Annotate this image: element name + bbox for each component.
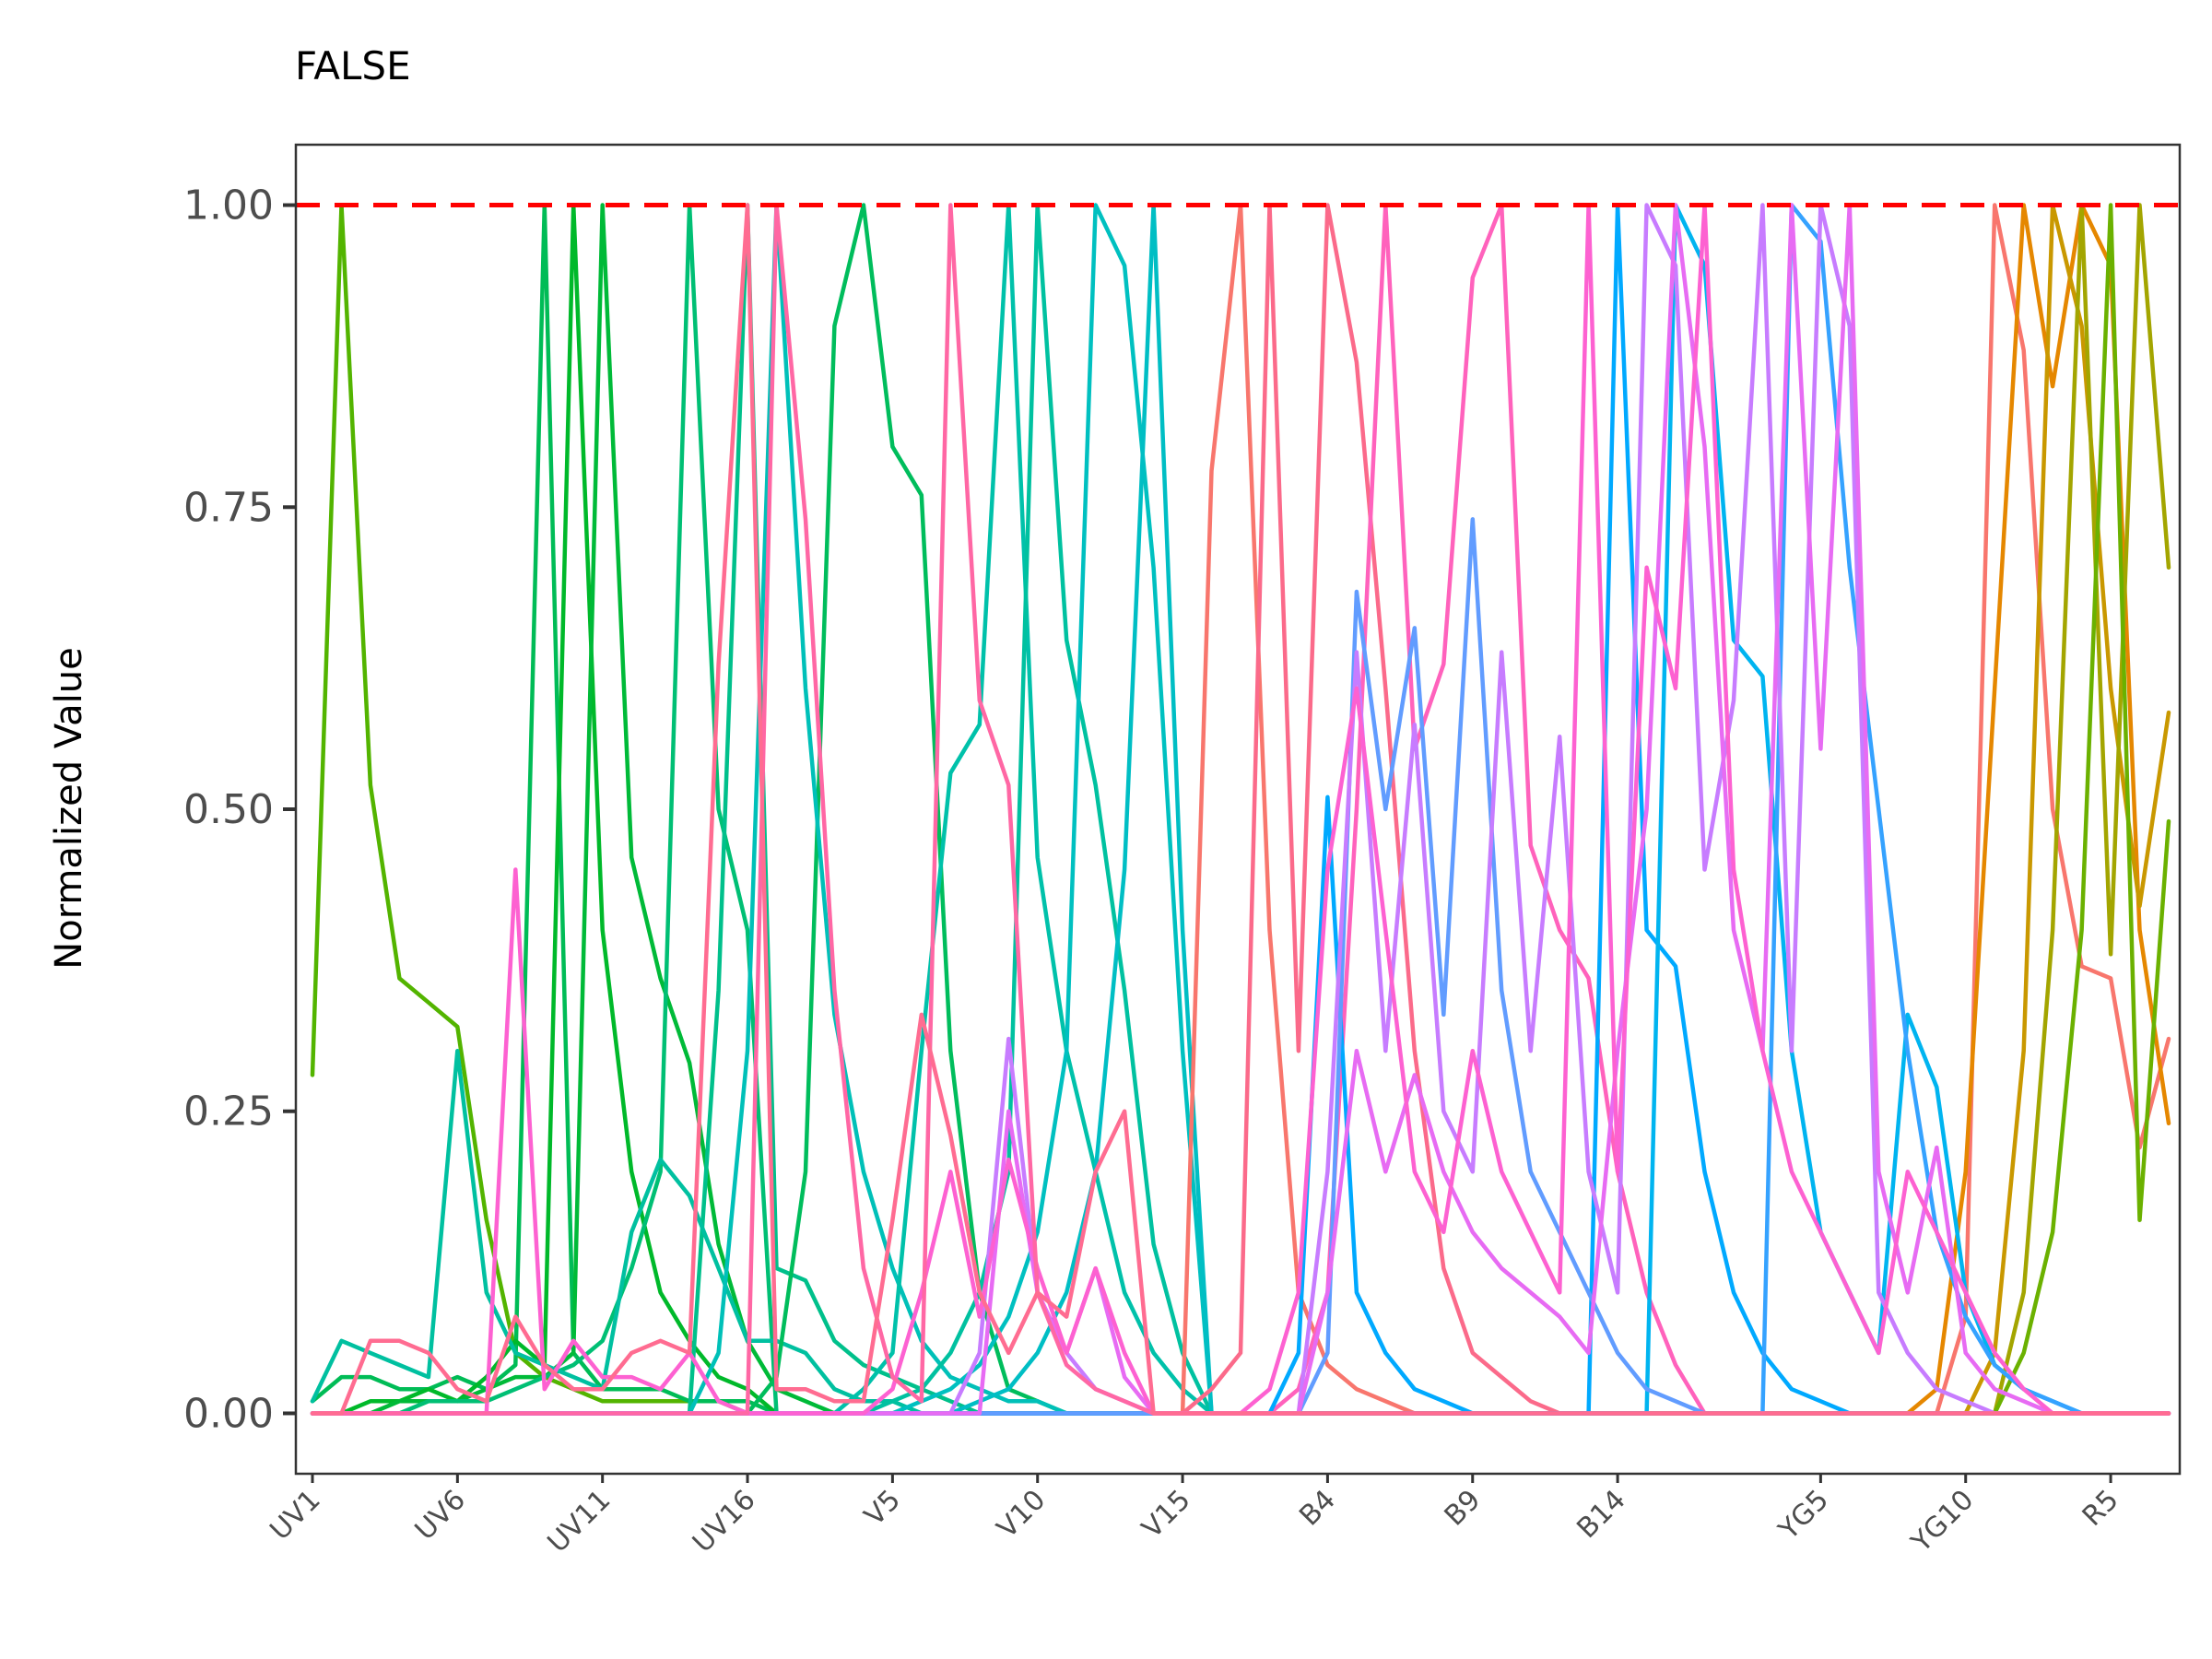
y-axis: 0.00 0.25 0.50 0.75 1.00	[183, 182, 296, 1437]
chart-title: FALSE	[295, 43, 411, 88]
y-tick-label: 0.75	[183, 484, 274, 531]
y-tick-label: 0.25	[183, 1088, 274, 1135]
series-layer	[310, 203, 2171, 1416]
y-tick-label: 0.00	[183, 1390, 274, 1437]
y-tick-label: 1.00	[183, 182, 274, 229]
y-tick-label: 0.50	[183, 786, 274, 833]
series-line-30	[310, 203, 2171, 1416]
y-axis-label: Normalized Value	[48, 647, 90, 969]
